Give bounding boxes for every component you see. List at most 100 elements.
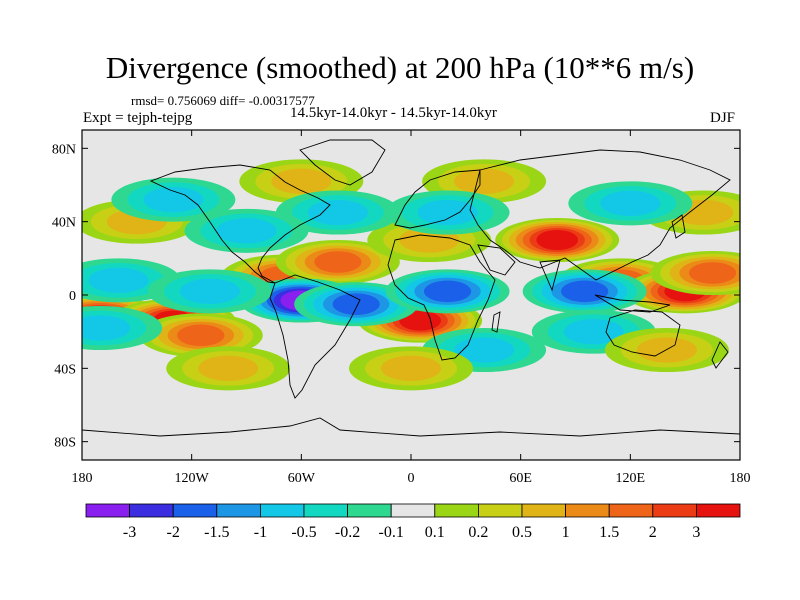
coastline-south-america [269,274,361,399]
colorbar-label: -1.5 [204,524,229,541]
coastline-arabia [477,244,516,276]
anomaly-contour [417,199,478,226]
lon-tick-label: 120W [175,471,210,486]
colorbar-label: 0.2 [468,524,488,541]
anomaly-contour [179,278,240,305]
anomaly-20 [147,269,272,314]
coastlines [82,139,740,437]
anomaly-contour [82,315,131,341]
coastline-new-zealand [711,341,729,369]
axis-ticks: 80N 40N 0 40S 80S 180 120W 60W 0 60E 120E 180 [52,130,751,486]
coastline-japan [671,214,686,239]
anomaly-10 [650,251,740,295]
anomaly-contour [143,187,204,213]
anomaly-contour [688,262,737,284]
anomaly-contour [636,337,697,363]
lon-tick-label: 60E [509,471,532,486]
anomaly-contour [600,190,661,216]
anomaly-7 [495,218,620,262]
lat-tick-label: 40S [54,362,76,377]
anomaly-contour [177,324,225,347]
colorbar-swatch [129,503,174,518]
anomaly-contour [314,251,362,273]
colorbar-label: 0.1 [425,524,445,541]
lon-tick-label: 180 [730,471,751,486]
coastline-australia [605,309,681,357]
lon-tick-label: 0 [408,471,415,486]
lat-tick-label: 80S [54,436,76,451]
colorbar-swatch [608,503,654,518]
anomaly-contour [536,230,579,250]
anomaly-17 [385,269,510,314]
period-label: 14.5kyr-14.0kyr - 14.5kyr-14.0kyr [290,105,497,121]
anomaly-28 [184,208,309,253]
colorbar-label: -0.5 [291,524,316,541]
anomaly-2 [138,313,263,358]
lon-tick-label: 120E [616,471,646,486]
anomaly-contour [454,337,515,363]
colorbar-label: -3 [123,524,136,541]
colorbar-label: 0.5 [512,524,532,541]
anomaly-contour [216,218,277,244]
colorbar-label: -2 [167,524,180,541]
colorbar-swatch [259,503,305,518]
coastline-india [539,259,561,292]
anomaly-18 [522,269,647,314]
colorbar-label: -0.1 [379,524,404,541]
anomaly-22 [275,190,400,235]
colorbar: -3 -2 -1.5 -1 -0.5 -0.2 -0.1 0.1 0.2 0.5 1 1.5 2 3 [85,503,741,541]
anomaly-contour [271,168,332,194]
colorbar-label: -0.2 [335,524,360,541]
colorbar-swatch [303,503,348,518]
season-label: DJF [710,110,736,126]
plot-title: Divergence (smoothed) at 200 hPa (10**6 … [105,50,695,85]
colorbar-swatch [347,503,392,518]
anomaly-16 [294,282,419,327]
coastline-asia [469,149,731,281]
anomaly-24 [568,181,693,226]
lat-tick-label: 80N [52,142,76,157]
anomaly-contour [563,319,624,345]
colorbar-label: 3 [692,524,700,541]
colorbar-swatch [696,503,741,518]
coastline-indonesia [594,294,671,313]
colorbar-label: 1.5 [599,524,619,541]
colorbar-label: 1 [562,524,570,541]
anomaly-contour [332,293,380,315]
colorbar-label: 2 [649,524,657,541]
anomaly-contour [381,355,441,382]
colorbar-swatch [216,503,261,518]
anomaly-13 [422,159,547,204]
coastline-north-america [149,164,331,284]
lon-tick-label: 180 [72,471,93,486]
colorbar-swatch [172,503,218,518]
coastline-antarctica [82,417,740,437]
anomaly-contour [88,267,149,294]
coastline-greenland [299,139,386,186]
coastline-africa [387,234,496,361]
anomaly-contour [561,280,609,303]
lat-tick-label: 0 [69,289,76,304]
colorbar-swatch [477,503,523,518]
lat-tick-label: 40N [52,216,76,231]
anomaly-21 [82,306,163,350]
lon-tick-label: 60W [288,471,316,486]
anomaly-23 [385,190,510,235]
colorbar-swatch [390,503,436,518]
anomaly-4 [275,240,400,284]
anomaly-contour [399,310,441,331]
colorbar-swatch [652,503,697,518]
anomaly-contour [198,355,259,382]
anomaly-30 [166,346,291,391]
colorbar-swatch [434,503,479,518]
anomaly-31 [604,328,729,372]
coastline-europe [394,169,481,229]
rmsd-diff-label: rmsd= 0.756069 diff= -0.00317577 [131,93,315,108]
anomaly-contour [423,280,472,303]
anomaly-29 [349,346,473,391]
colorbar-swatch [565,503,610,518]
map-panel: 80N 40N 0 40S 80S 180 120W 60W 0 60E 120E 180 [52,129,751,486]
anomaly-25 [111,177,236,222]
anomaly-contour [307,199,368,226]
